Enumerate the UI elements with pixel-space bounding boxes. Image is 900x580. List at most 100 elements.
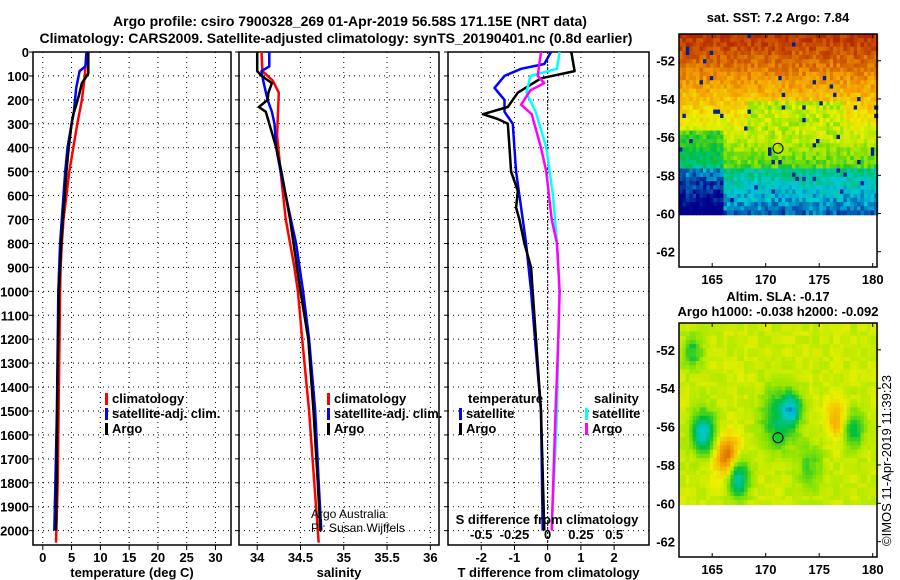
map-cell [761,496,766,501]
map-cell [768,46,772,52]
map-cell [692,80,697,85]
map-cell [740,42,745,48]
map-cell [802,38,807,43]
map-cell [761,101,766,106]
map-cell [737,348,742,354]
map-cell [679,436,683,442]
map-cell [826,84,831,90]
map-cell [764,210,769,216]
map-cell [816,189,820,195]
map-cell [829,118,834,123]
map-cell [730,436,735,442]
map-cell [781,365,786,370]
map-cell [822,500,827,505]
map-cell [874,42,879,48]
map-cell [781,479,786,484]
map-cell [816,34,820,39]
map-cell [696,424,701,430]
map-cell [785,369,790,375]
map-cell [829,470,834,476]
map-cell [846,50,851,56]
map-cell [768,126,772,132]
map-cell [692,155,697,161]
map-cell [778,126,783,132]
map-cell [689,453,694,459]
map-cell [829,369,834,375]
map-cell [802,361,807,366]
map-cell [826,50,831,56]
map-cell [679,327,683,332]
map-cell [819,143,824,148]
map-cell [737,118,742,123]
map-cell [867,105,872,111]
map-cell [733,206,738,212]
map-cell [785,390,790,396]
legend-label: satellite [592,406,640,421]
map-cell [689,76,694,81]
map-cell [809,172,814,178]
map-cell [679,449,683,455]
map-cell [853,441,858,446]
map-cell [778,193,783,199]
map-cell [822,470,827,476]
map-cell [744,399,749,404]
map-cell [781,428,786,434]
map-cell [768,168,772,174]
map-cell [809,122,814,127]
map-cell [833,34,838,39]
map-cell [802,390,807,396]
map-cell [747,399,752,404]
map-cell [829,365,834,370]
map-cell [689,428,694,434]
map-cell [740,46,745,52]
map-cell [857,160,862,165]
map-cell [703,97,707,102]
map-cell [833,352,838,358]
map-cell [689,323,694,328]
map-cell [730,185,735,191]
map-cell [816,373,820,379]
map-cell [816,59,820,64]
map-cell [822,479,827,484]
map-cell [774,424,779,430]
map-cell [774,168,779,174]
map-cell [679,323,683,328]
map-cell [716,139,721,144]
map-cell [685,390,690,396]
map-cell [774,373,779,379]
map-cell [833,483,838,489]
map-cell [795,377,800,383]
map-cell [747,403,752,408]
map-cell [798,327,803,332]
map-cell [747,491,752,497]
map-cell [685,143,690,148]
map-cell [740,118,745,123]
map-cell [850,361,855,366]
map-cell [754,168,759,174]
map-cell [774,126,779,132]
map-cell [833,176,838,182]
map-cell [788,399,793,404]
map-cell [867,151,872,157]
map-cell [723,38,728,43]
map-cell [774,411,779,417]
map-cell [682,80,687,85]
map-cell [685,172,690,178]
map-cell [833,97,838,102]
map-cell [781,458,786,463]
map-cell [822,449,827,455]
y-tick-label: 1100 [1,308,29,323]
map-cell [706,160,711,165]
map-cell [761,479,766,484]
map-cell [836,92,841,98]
map-cell [778,411,783,417]
map-cell [689,449,694,455]
map-cell [768,479,772,484]
map-cell [788,377,793,383]
map-cell [870,67,875,73]
legend-swatch [105,408,108,420]
map-cell [696,474,701,480]
map-cell [805,500,810,505]
map-cell [764,118,769,123]
map-cell [836,361,841,366]
